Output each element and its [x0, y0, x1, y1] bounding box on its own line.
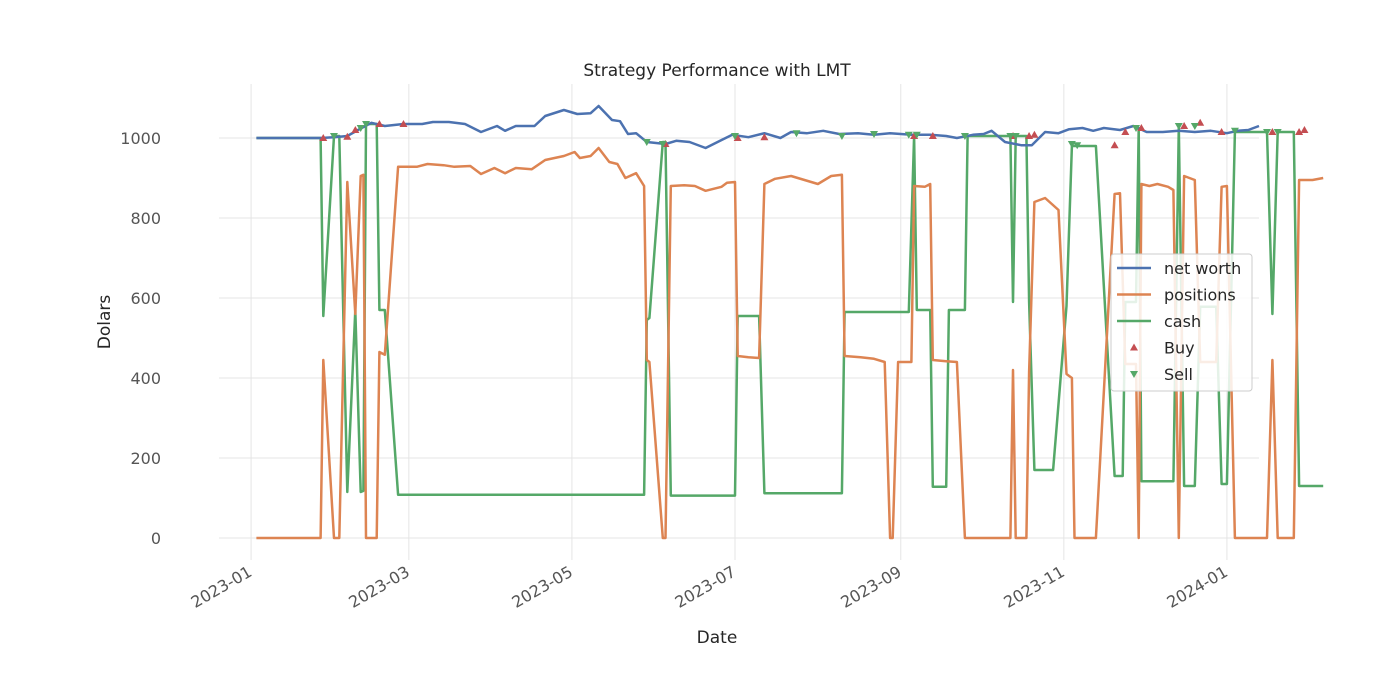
legend-label: Buy: [1164, 339, 1195, 358]
series-line-cash: [256, 122, 1324, 497]
y-tick-label: 400: [130, 369, 161, 388]
x-tick-label: 2023-09: [837, 562, 904, 612]
y-tick-label: 1000: [120, 129, 161, 148]
legend-marker: [1130, 371, 1138, 378]
buy-marker: [1295, 128, 1304, 135]
buy-marker: [1030, 130, 1039, 138]
buy-marker: [351, 126, 360, 133]
x-axis-title: Date: [697, 628, 738, 648]
sell-marker: [1174, 123, 1183, 130]
series-line-net-worth: [256, 104, 1260, 150]
x-tick-label: 2023-07: [672, 562, 739, 612]
legend-box: [1110, 253, 1253, 392]
sell-marker: [1273, 129, 1282, 136]
sell-marker: [1190, 123, 1199, 130]
sell-marker: [730, 133, 739, 140]
sell-marker: [1006, 133, 1015, 140]
sell-marker: [792, 130, 801, 138]
sell-marker: [642, 139, 651, 146]
sell-marker: [960, 133, 969, 140]
buy-marker: [375, 120, 384, 127]
x-tick-label: 2023-11: [1000, 562, 1067, 612]
y-axis-ticks: 0 200 400 600 800 1000: [120, 129, 161, 548]
buy-marker: [1217, 128, 1226, 135]
sell-marker: [329, 133, 338, 140]
x-tick-label: 2023-05: [509, 562, 576, 612]
x-tick-label: 2023-03: [345, 562, 412, 612]
sell-marker: [356, 125, 365, 132]
sell-marker: [1073, 142, 1082, 150]
legend-label: cash: [1164, 312, 1201, 331]
sell-marker: [837, 133, 846, 140]
buy-marker: [1268, 128, 1277, 135]
buy-marker: [1300, 126, 1309, 133]
y-tick-label: 800: [130, 209, 161, 228]
sell-marker: [1011, 133, 1020, 140]
buy-marker: [733, 134, 742, 141]
y-tick-label: 0: [151, 529, 161, 548]
x-tick-label: 2023-01: [188, 562, 255, 612]
buy-marker: [1121, 128, 1130, 135]
y-tick-label: 600: [130, 289, 161, 308]
sell-marker: [1230, 127, 1239, 135]
legend-label: Sell: [1164, 365, 1193, 384]
y-axis-title: Dolars: [95, 295, 115, 350]
sell-marker: [870, 131, 879, 138]
buy-marker: [343, 132, 352, 140]
buy-marker: [760, 133, 769, 141]
chart-title: Strategy Performance with LMT: [583, 61, 851, 81]
sell-marker: [1263, 129, 1272, 136]
x-tick-label: 2024-01: [1164, 562, 1231, 612]
grid: [219, 84, 1259, 560]
buy-marker: [319, 134, 328, 141]
sell-marker: [1132, 125, 1141, 132]
legend-label: net worth: [1164, 259, 1241, 278]
trade-markers: [319, 118, 1309, 150]
sell-marker: [362, 121, 371, 128]
sell-marker: [658, 141, 667, 148]
buy-marker: [399, 120, 408, 127]
buy-marker: [1180, 122, 1189, 129]
y-tick-label: 200: [130, 449, 161, 468]
series-group: [256, 104, 1324, 540]
sell-marker: [904, 131, 913, 139]
sell-marker: [912, 131, 921, 139]
legend-label: positions: [1164, 286, 1236, 305]
x-axis-ticks: 2023-01 2023-03 2023-05 2023-07 2023-09 2023-…: [188, 562, 1231, 612]
buy-marker: [1137, 124, 1146, 131]
series-line-positions: [256, 146, 1324, 540]
buy-marker: [928, 132, 937, 139]
legend-marker: [1130, 343, 1138, 351]
legend: net worth positions cash Buy Sell: [1110, 253, 1253, 392]
buy-marker: [1110, 141, 1119, 149]
